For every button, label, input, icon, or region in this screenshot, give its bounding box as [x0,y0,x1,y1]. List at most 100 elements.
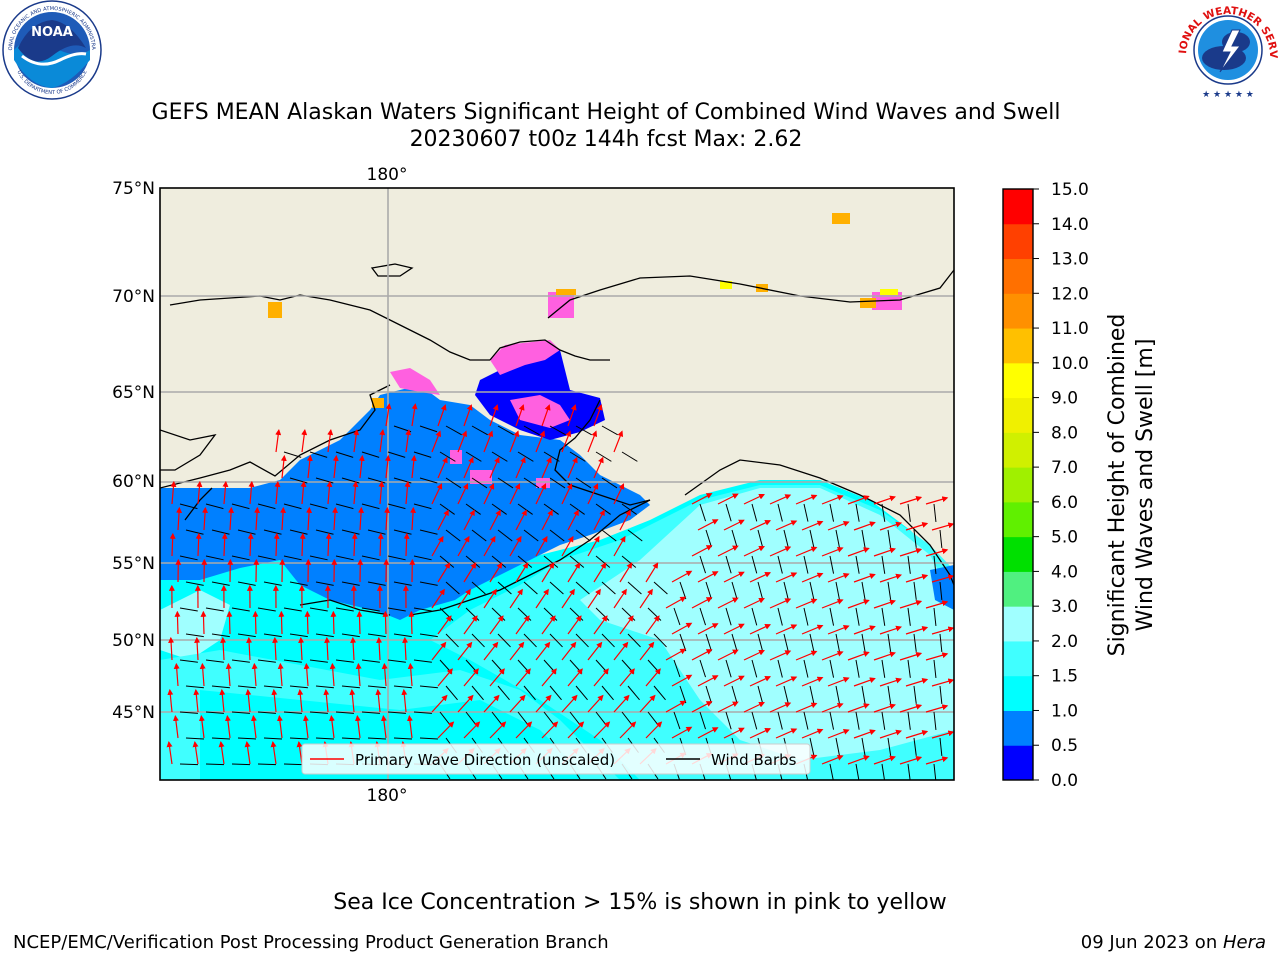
wind-barb [523,633,537,648]
wave-arrow [377,532,384,557]
wind-barb [725,555,732,574]
wave-arrow [404,480,411,505]
wave-arrow [925,704,949,713]
wave-arrow [274,480,281,505]
wind-barb [335,503,354,510]
colorbar-tick-label: 2.0 [1051,632,1078,652]
wind-barb [419,685,438,689]
wave-arrow [587,694,604,713]
wind-barb [803,555,809,574]
wave-arrow [403,532,410,557]
wind-barb [627,581,642,595]
wave-arrow [535,588,549,609]
wave-arrow [509,535,522,557]
wind-barb [387,711,406,714]
wave-arrow [593,404,603,427]
wind-barb [523,581,538,595]
wave-arrow [431,430,442,453]
wind-barb [289,737,309,740]
wind-barb [757,633,764,652]
wind-barb [439,555,455,568]
wave-arrow [671,726,693,739]
wave-arrow [202,506,209,531]
wave-arrow [587,430,598,453]
wave-arrow [697,675,719,687]
wave-arrow [645,615,660,635]
wave-arrow [723,571,745,583]
colorbar-tick-label: 1.0 [1051,701,1078,721]
wave-arrow [749,676,772,687]
wave-arrow [245,688,252,713]
wave-arrow [509,641,525,661]
wind-barb [179,555,198,561]
wave-arrow [325,532,332,557]
sea-ice-patch-3 [536,478,550,488]
wind-barb [549,529,565,542]
wind-barb [387,503,406,510]
colorbar-segment [1003,293,1033,329]
wave-arrow [457,483,469,505]
wave-arrow [821,702,844,713]
wave-arrow [665,700,687,713]
wave-arrow [194,636,201,661]
wave-arrow [298,636,305,661]
wave-arrow [489,404,499,427]
wind-barb [705,685,712,704]
wave-arrow [221,532,228,557]
wind-barb [809,581,815,600]
wind-barb [523,477,540,489]
wave-arrow [252,610,259,635]
colorbar-tick-label: 8.0 [1051,423,1078,443]
wind-barb [601,425,618,436]
wind-barb [653,633,667,648]
wave-arrow [879,729,903,739]
colorbar-segment [1003,710,1033,746]
wind-barb [185,685,204,689]
wind-barb [387,607,406,612]
wave-arrow [801,520,824,531]
wind-barb [913,581,917,600]
chart-title: GEFS MEAN Alaskan Waters Significant Hei… [151,100,1061,125]
wave-arrow [925,600,949,609]
wave-arrow [489,562,503,583]
wind-barb [335,607,354,612]
wave-arrow [613,694,630,713]
wind-barb [315,737,335,740]
wave-arrow [821,546,844,557]
wind-barb [263,633,282,638]
wave-arrow [561,430,572,453]
wave-arrow [697,623,719,635]
wind-barb [315,633,334,638]
sea-ice-yellow-3 [268,302,282,318]
wind-barb [939,529,943,548]
wind-barb [549,581,564,595]
wind-barb [861,581,866,600]
wind-barb [413,503,432,510]
wave-arrow [297,688,304,713]
wind-barb [627,529,643,542]
wind-barb [205,659,224,663]
wave-direction-arrows [166,403,954,780]
wind-barb [907,659,911,678]
wind-barb [179,607,198,612]
wave-arrow [463,721,481,739]
wind-barb [601,477,618,489]
wave-arrow [587,535,600,557]
wind-barb [881,607,886,626]
wave-arrow [691,597,713,609]
wind-barb [621,555,637,568]
wind-barb [855,763,860,780]
wave-arrow [515,721,533,739]
wave-arrow [535,694,552,713]
wind-barb [497,425,514,436]
wind-barb [413,607,432,612]
lat-label-60: 60°N [112,472,155,492]
wind-barb [913,633,917,652]
colorbar-segment [1003,536,1033,572]
wind-barb [263,685,282,689]
wave-arrow [299,532,306,557]
wave-arrow [795,546,818,557]
wave-arrow [717,493,739,505]
wave-arrow [172,714,179,739]
wave-arrow [384,506,391,531]
